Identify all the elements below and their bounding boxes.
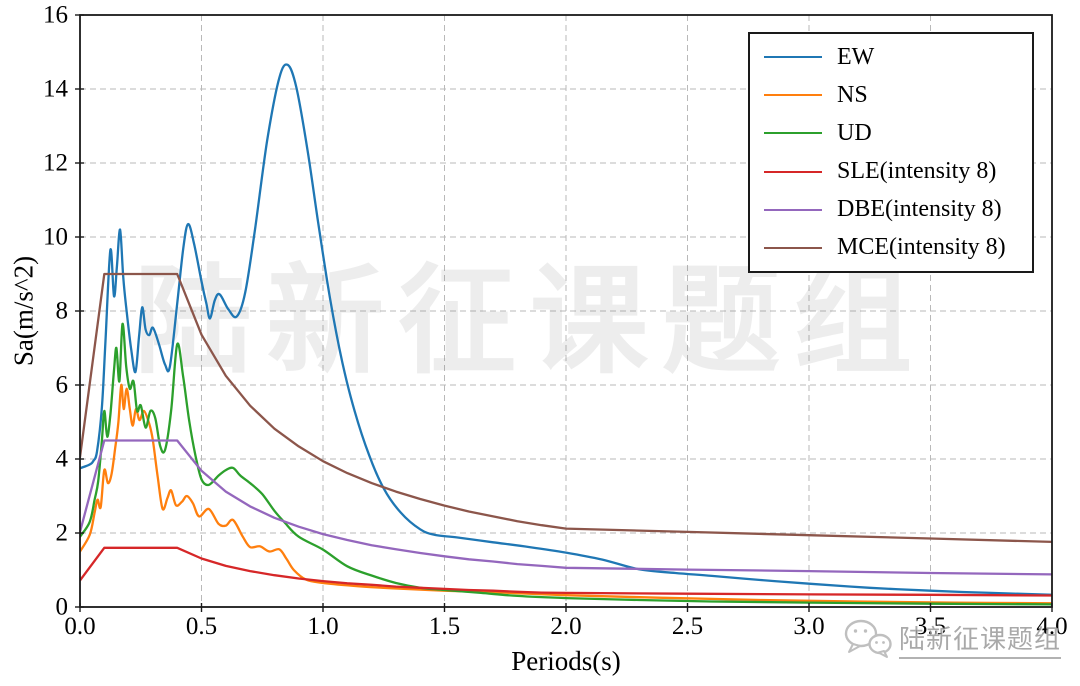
legend-label: EW xyxy=(837,43,875,70)
y-tick-label: 16 xyxy=(43,1,68,29)
x-tick-label: 1.0 xyxy=(307,613,339,640)
legend-label: DBE(intensity 8) xyxy=(837,196,1002,223)
y-tick-label: 2 xyxy=(55,519,69,547)
legend-line-sample xyxy=(764,132,822,135)
series-line-NS xyxy=(80,383,1052,605)
legend-line-sample xyxy=(764,56,822,59)
y-tick-label: 14 xyxy=(43,75,68,103)
legend-item: NS xyxy=(750,77,1032,113)
legend-line-sample xyxy=(764,170,822,173)
x-axis-label: Periods(s) xyxy=(511,646,621,676)
legend-label: MCE(intensity 8) xyxy=(837,234,1006,261)
series-line-UD xyxy=(80,322,1052,606)
wechat-icon xyxy=(844,619,892,658)
series-line-EW xyxy=(80,63,1052,596)
y-tick-label: 8 xyxy=(55,297,69,325)
legend-label: NS xyxy=(837,81,868,108)
x-tick-label: 2.5 xyxy=(671,613,704,640)
legend-item: UD xyxy=(750,115,1032,151)
legend-item: EW xyxy=(750,39,1032,75)
legend-line-sample xyxy=(764,208,822,211)
series-line-MCE-intensity-8- xyxy=(80,272,1052,544)
legend-item: SLE(intensity 8) xyxy=(750,154,1032,190)
tick-marks xyxy=(75,14,1053,612)
gridlines xyxy=(80,15,1052,607)
series-line-SLE-intensity-8- xyxy=(80,546,1052,597)
legend-label: SLE(intensity 8) xyxy=(837,158,997,185)
y-axis-label: Sa(m/s^2) xyxy=(8,255,39,367)
y-tick-label: 12 xyxy=(43,149,68,177)
legend-line-sample xyxy=(764,94,822,97)
x-tick-label: 2.0 xyxy=(550,613,582,640)
watermark-center-text: 陆新征课题组 xyxy=(134,257,926,388)
x-tick-label: 0.5 xyxy=(185,613,218,640)
y-tick-label: 0 xyxy=(55,593,69,621)
series-line-DBE-intensity-8- xyxy=(80,439,1052,576)
y-tick-label: 4 xyxy=(55,445,69,473)
legend-item: DBE(intensity 8) xyxy=(750,192,1032,228)
legend-item: MCE(intensity 8) xyxy=(750,230,1032,266)
watermark-badge-text: 陆新征课题组 xyxy=(899,619,1062,659)
y-tick-label: 10 xyxy=(43,223,68,251)
legend-label: UD xyxy=(837,119,872,146)
series-curves xyxy=(80,63,1052,606)
y-tick-label: 6 xyxy=(55,371,69,399)
x-tick-label: 4.0 xyxy=(1036,613,1068,640)
x-tick-label: 1.5 xyxy=(428,613,461,640)
legend: EW NS UD SLE(intensity 8) DBE(intensity 8) MC… xyxy=(748,32,1034,273)
x-tick-label: 0.0 xyxy=(64,613,96,640)
x-tick-label: 3.0 xyxy=(793,613,825,640)
x-tick-label: 3.5 xyxy=(914,613,947,640)
legend-line-sample xyxy=(764,246,822,249)
watermark-badge: 陆新征课题组 xyxy=(843,618,1062,660)
